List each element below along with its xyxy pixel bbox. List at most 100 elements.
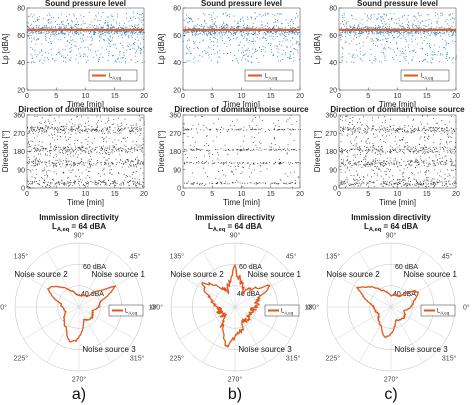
spl-sample-point (120, 42, 121, 44)
spl-sample-point (298, 26, 300, 28)
dir-sample-point (137, 182, 138, 183)
spl-sample-point (111, 31, 113, 33)
dir-sample-point (212, 160, 214, 162)
spl-sample-point (368, 32, 370, 34)
dir-sample-point (296, 121, 298, 123)
spl-sample-point (219, 33, 220, 35)
spl-sample-point (294, 28, 296, 30)
dir-title: Direction of dominant noise source (330, 105, 465, 114)
dir-sample-point (184, 149, 186, 151)
spl-sample-point (125, 30, 127, 32)
dir-sample-point (57, 127, 58, 129)
spl-sample-point (106, 30, 108, 32)
spl-sample-point (64, 37, 66, 39)
dir-sample-point (49, 143, 51, 145)
dir-sample-point (218, 171, 220, 172)
spl-sample-point (236, 27, 238, 29)
dir-sample-point (30, 127, 31, 129)
dir-sample-point (192, 183, 194, 185)
dir-xtick-label: 10 (82, 191, 90, 198)
spl-sample-point (401, 27, 403, 29)
dir-sample-point (427, 179, 429, 181)
dir-sample-point (79, 149, 81, 150)
dir-sample-point (91, 158, 92, 160)
spl-sample-point (231, 32, 233, 34)
spl-sample-point (83, 16, 85, 17)
dir-sample-point (210, 129, 212, 131)
spl-sample-point (189, 60, 191, 62)
dir-sample-point (350, 142, 352, 144)
dir-sample-point (280, 149, 281, 150)
dir-sample-point (59, 158, 61, 160)
spl-sample-point (346, 61, 347, 63)
dir-sample-point (287, 119, 289, 121)
dir-sample-point (55, 149, 56, 151)
spl-sample-point (102, 30, 104, 32)
spl-sample-point (208, 33, 210, 35)
spl-sample-point (194, 41, 196, 43)
dir-sample-point (76, 162, 78, 164)
dir-sample-point (66, 162, 68, 164)
dir-sample-point (215, 182, 217, 184)
directivity-curve (201, 264, 271, 348)
dir-sample-point (276, 129, 278, 131)
spl-sample-point (221, 26, 223, 27)
dir-sample-point (103, 150, 105, 152)
spl-sample-point (289, 30, 290, 32)
spl-sample-point (383, 47, 385, 49)
dir-sample-point (200, 150, 201, 151)
spl-sample-point (136, 12, 138, 14)
spl-sample-point (195, 32, 197, 34)
dir-sample-point (416, 181, 418, 183)
dir-sample-point (96, 162, 98, 164)
dir-sample-point (37, 160, 39, 162)
dir-sample-point (286, 183, 288, 185)
dir-sample-point (261, 120, 263, 122)
spl-sample-point (291, 28, 293, 30)
dir-sample-point (70, 134, 72, 135)
spl-sample-point (132, 26, 133, 27)
spl-sample-point (256, 37, 258, 39)
dir-sample-point (36, 163, 38, 165)
spl-sample-point (238, 26, 240, 27)
spl-sample-point (439, 27, 441, 29)
dir-sample-point (75, 176, 77, 177)
dir-sample-point (135, 171, 137, 172)
dir-sample-point (119, 126, 121, 127)
spl-sample-point (288, 34, 290, 36)
spl-sample-point (117, 13, 119, 15)
spl-sample-point (105, 31, 107, 33)
dir-sample-point (217, 182, 218, 184)
dir-sample-point (410, 161, 412, 163)
spl-xtick-label: 0 (181, 93, 185, 100)
dir-sample-point (130, 180, 131, 181)
dir-sample-point (65, 150, 67, 152)
spl-title: Sound pressure level (45, 0, 126, 8)
spl-sample-point (282, 40, 284, 42)
spl-sample-point (264, 28, 266, 30)
dir-sample-point (357, 122, 358, 124)
spl-sample-point (213, 37, 215, 38)
dir-sample-point (237, 149, 239, 151)
dir-sample-point (221, 183, 222, 185)
spl-sample-point (236, 60, 238, 62)
spl-sample-point (209, 37, 211, 39)
dir-sample-point (92, 165, 94, 166)
dir-sample-point (47, 184, 48, 185)
spl-sample-point (281, 13, 283, 15)
spl-sample-point (270, 49, 272, 50)
spl-sample-point (447, 30, 449, 32)
dir-sample-point (82, 146, 84, 147)
spl-sample-point (59, 53, 61, 55)
spl-sample-point (82, 34, 84, 36)
spl-sample-point (349, 35, 351, 37)
spl-sample-point (89, 24, 91, 26)
dir-sample-point (105, 162, 106, 164)
spl-sample-point (442, 30, 444, 32)
spl-sample-point (361, 31, 363, 33)
spl-sample-point (201, 24, 203, 26)
dir-sample-point (125, 151, 127, 153)
dir-sample-point (413, 174, 415, 176)
spl-sample-point (404, 57, 406, 59)
dir-sample-point (87, 130, 88, 132)
